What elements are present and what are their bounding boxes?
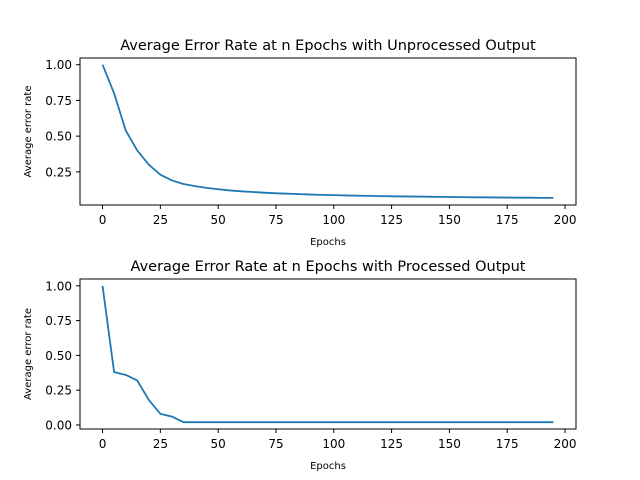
y-tick-label: 1.00 [45, 279, 72, 293]
x-tick-label: 0 [99, 213, 107, 227]
y-tick-label: 0.50 [45, 130, 72, 144]
subplot-unprocessed: Average Error Rate at n Epochs with Unpr… [23, 38, 577, 248]
x-tick-label: 25 [153, 213, 168, 227]
x-tick-label: 125 [380, 213, 403, 227]
x-tick-label: 150 [438, 213, 461, 227]
x-tick-label: 75 [268, 213, 283, 227]
chart-title: Average Error Rate at n Epochs with Proc… [131, 259, 526, 275]
series-line [101, 285, 554, 424]
x-tick-label: 200 [554, 437, 577, 451]
y-tick-label: 0.00 [45, 418, 72, 432]
x-tick-label: 50 [211, 437, 226, 451]
series-line [101, 64, 554, 199]
x-tick-label: 0 [99, 437, 107, 451]
plot-frame [79, 57, 577, 206]
x-tick-label: 175 [496, 213, 519, 227]
x-axis-label: Epochs [310, 237, 346, 248]
plot-frame [79, 278, 577, 430]
x-tick-label: 50 [211, 213, 226, 227]
x-tick-label: 150 [438, 437, 461, 451]
x-tick-label: 75 [268, 437, 283, 451]
y-tick-label: 0.75 [45, 94, 72, 108]
y-tick-label: 1.00 [45, 58, 72, 72]
x-tick-label: 100 [322, 213, 345, 227]
x-tick-label: 175 [496, 437, 519, 451]
y-tick-label: 0.50 [45, 349, 72, 363]
chart-title: Average Error Rate at n Epochs with Unpr… [120, 38, 536, 54]
x-tick-label: 200 [554, 213, 577, 227]
y-axis-label: Average error rate [23, 86, 34, 178]
y-tick-label: 0.75 [45, 314, 72, 328]
x-tick-label: 25 [153, 437, 168, 451]
y-tick-label: 0.25 [45, 165, 72, 179]
x-axis-label: Epochs [310, 461, 346, 472]
tick-group: 0 25 50 75 100 125 150 175 200 0.25 0.50 0.75 1.00 [45, 58, 576, 227]
tick-group: 0 25 50 75 100 125 150 175 200 0.00 0.25 0.50 0.75 1.… [45, 279, 576, 451]
x-tick-label: 100 [322, 437, 345, 451]
subplot-processed: Average Error Rate at n Epochs with Proc… [23, 259, 577, 472]
y-tick-label: 0.25 [45, 384, 72, 398]
x-tick-label: 125 [380, 437, 403, 451]
y-axis-label: Average error rate [23, 308, 34, 400]
